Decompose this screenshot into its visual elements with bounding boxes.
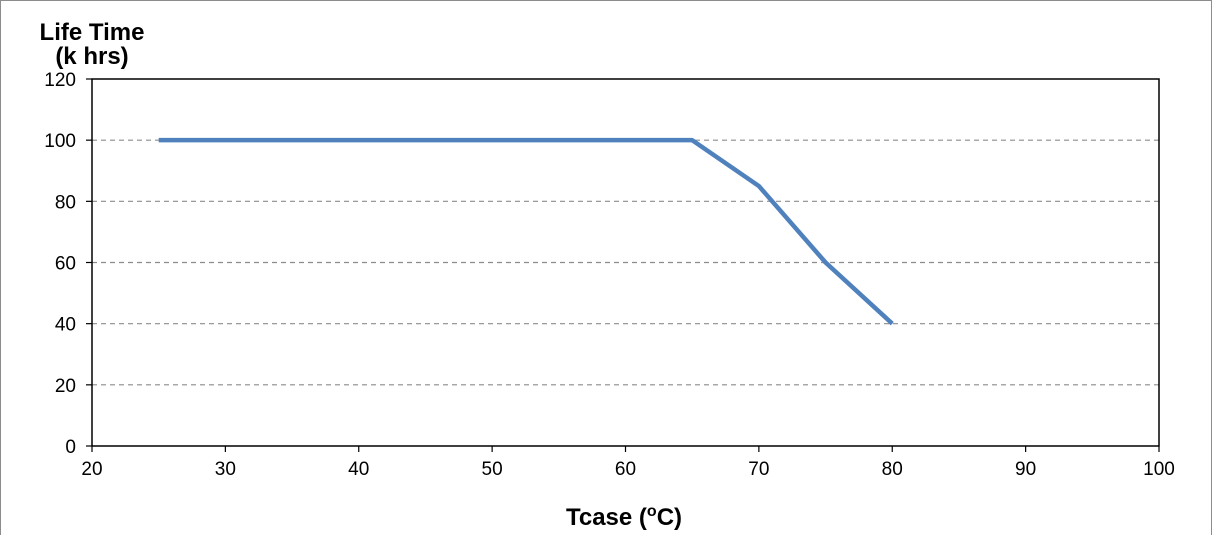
- x-tick-label: 30: [215, 459, 236, 480]
- x-axis-title-unit: C): [657, 504, 682, 531]
- x-axis-title-main: Tcase (: [566, 504, 647, 531]
- y-tick-label: 40: [55, 315, 76, 336]
- y-tick-label: 60: [55, 254, 76, 275]
- y-tick-label: 20: [55, 376, 76, 397]
- y-tick-label: 100: [44, 131, 76, 152]
- y-tick-label: 0: [65, 437, 76, 458]
- x-tick-label: 60: [615, 459, 636, 480]
- x-tick-label: 50: [482, 459, 503, 480]
- x-tick-label: 70: [748, 459, 769, 480]
- y-tick-label: 120: [44, 70, 76, 91]
- series-layer: [158, 137, 894, 326]
- x-tick-label: 100: [1143, 459, 1175, 480]
- x-axis-title: Tcase (oC): [566, 503, 682, 531]
- x-axis-title-degree: o: [647, 503, 657, 520]
- y-axis-title-line2: (k hrs): [55, 43, 128, 70]
- x-tick-label: 90: [1015, 459, 1036, 480]
- y-axis-title-line1: Life Time: [40, 19, 145, 46]
- x-tick-label: 20: [81, 459, 102, 480]
- x-tick-label: 40: [348, 459, 369, 480]
- series-line: [158, 137, 894, 326]
- grid-lines: [92, 139, 1159, 386]
- y-tick-label: 80: [55, 192, 76, 213]
- x-tick-label: 80: [882, 459, 903, 480]
